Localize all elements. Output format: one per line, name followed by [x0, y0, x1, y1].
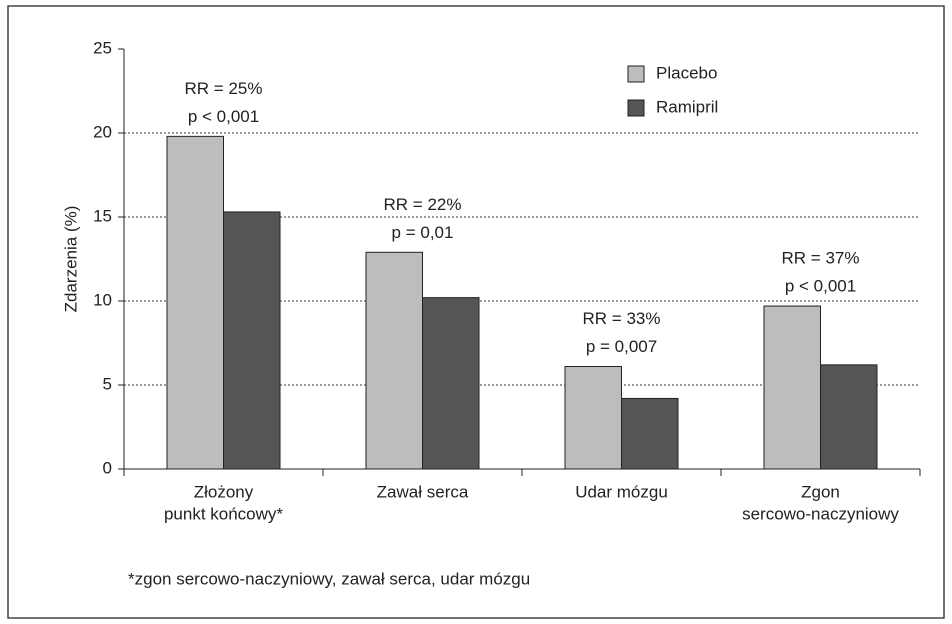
x-tick-label: Udar mózgu: [575, 482, 668, 501]
footnote: *zgon sercowo-naczyniowy, zawał serca, u…: [128, 569, 530, 588]
bar: [820, 364, 878, 470]
x-tick-label: Złożony: [194, 482, 254, 501]
bar: [763, 305, 821, 470]
annotation: p = 0,01: [392, 223, 454, 242]
y-tick-label: 10: [93, 290, 112, 309]
annotation: p < 0,001: [785, 277, 856, 296]
y-tick-label: 0: [103, 458, 112, 477]
y-axis-label: Zdarzenia (%): [61, 206, 80, 313]
bar: [365, 251, 423, 470]
x-tick-label: punkt końcowy*: [164, 504, 283, 523]
annotation: p < 0,001: [188, 107, 259, 126]
legend-swatch: [627, 65, 645, 83]
bar: [166, 135, 224, 470]
bar: [564, 366, 622, 470]
x-tick-label: Zgon: [801, 482, 840, 501]
annotation: p = 0,007: [586, 337, 657, 356]
legend-label: Placebo: [656, 63, 717, 82]
annotation: RR = 22%: [384, 195, 462, 214]
y-tick-label: 15: [93, 206, 112, 225]
y-tick-label: 20: [93, 122, 112, 141]
annotation: RR = 33%: [583, 309, 661, 328]
legend-swatch: [627, 99, 645, 117]
x-tick-label: Zawał serca: [377, 482, 469, 501]
frame: [7, 5, 945, 619]
x-tick-label: sercowo-naczyniowy: [742, 504, 899, 523]
legend-label: Ramipril: [656, 97, 718, 116]
bar: [223, 211, 281, 470]
bar: [621, 397, 679, 470]
annotation: RR = 37%: [782, 249, 860, 268]
annotation: RR = 25%: [185, 79, 263, 98]
bar: [422, 297, 480, 470]
y-tick-label: 25: [93, 38, 112, 57]
y-tick-label: 5: [103, 374, 112, 393]
